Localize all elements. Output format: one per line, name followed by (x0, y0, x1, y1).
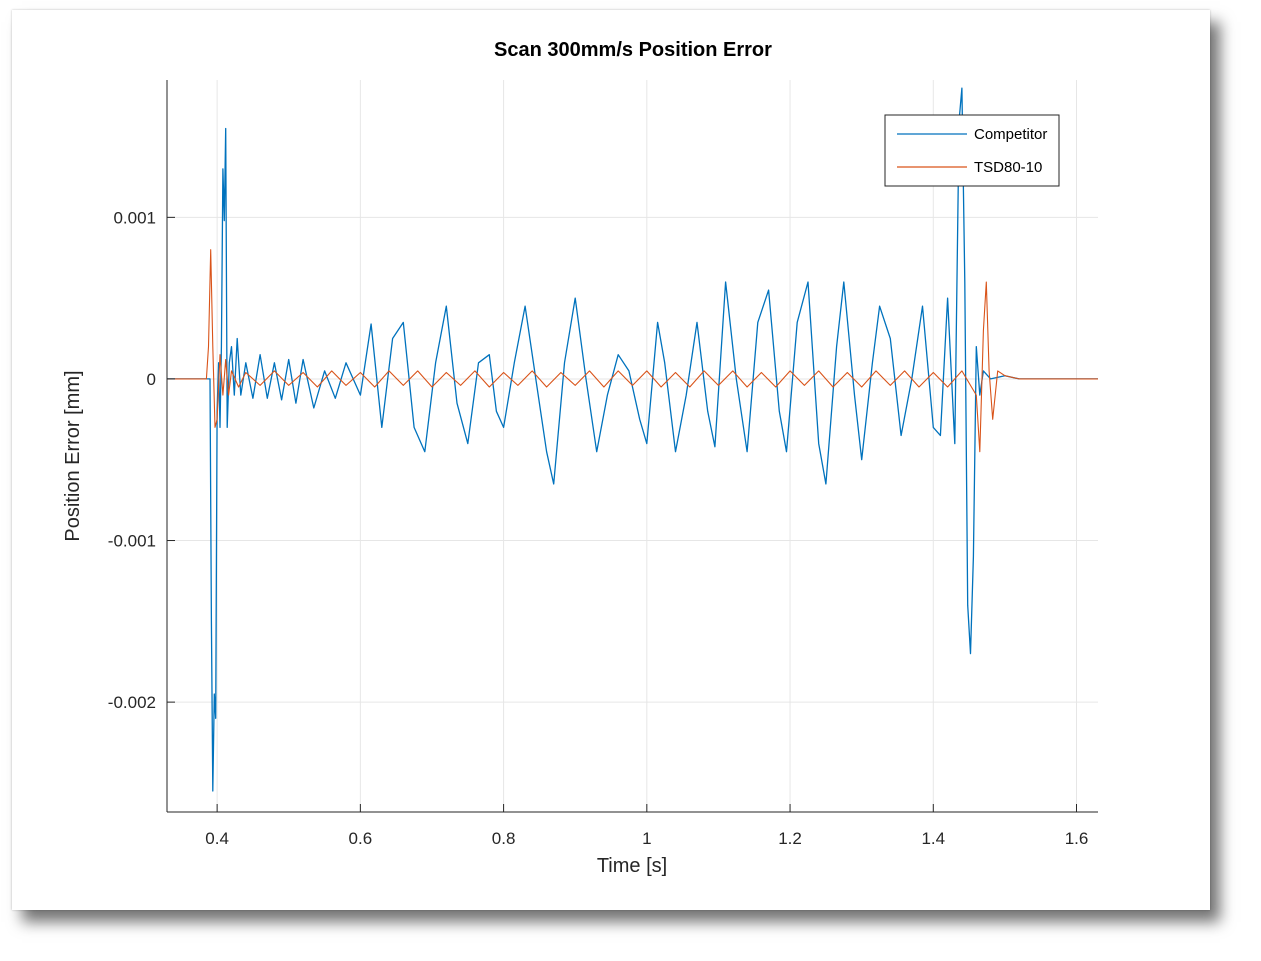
legend-box (884, 114, 1060, 187)
y-tick-label: -0.001 (108, 532, 156, 551)
x-tick-label: 1.2 (778, 829, 802, 848)
series-line-tsd80-10 (167, 249, 1098, 453)
grid (167, 80, 1098, 812)
x-tick-label: 0.6 (349, 829, 373, 848)
legend: Competitor TSD80-10 (884, 114, 1060, 187)
legend-label: TSD80-10 (974, 159, 1042, 176)
y-tick-label: -0.002 (108, 693, 156, 712)
y-tick-label: 0 (147, 370, 156, 389)
legend-label: Competitor (974, 126, 1047, 143)
x-tick-label: 0.8 (492, 829, 516, 848)
x-tick-label: 1.6 (1065, 829, 1089, 848)
series-layer (167, 87, 1098, 792)
figure-panel: Scan 300mm/s Position Error 0.4 0.6 0.8 1 1.… (12, 10, 1210, 910)
y-tick-label: 0.001 (113, 208, 156, 227)
chart: Scan 300mm/s Position Error 0.4 0.6 0.8 1 1.… (62, 39, 1098, 877)
x-axis-label: Time [s] (597, 855, 667, 877)
chart-title: Scan 300mm/s Position Error (494, 39, 772, 61)
x-tick-label: 0.4 (205, 829, 229, 848)
x-tick-label: 1 (642, 829, 651, 848)
y-axis-label: Position Error [mm] (62, 370, 84, 541)
axes (166, 80, 1098, 813)
x-tick-label: 1.4 (921, 829, 945, 848)
series-line-competitor (167, 87, 1098, 792)
ticks: 0.4 0.6 0.8 1 1.2 1.4 1.6 0.001 0 -0.001 -0.002 (108, 208, 1089, 848)
